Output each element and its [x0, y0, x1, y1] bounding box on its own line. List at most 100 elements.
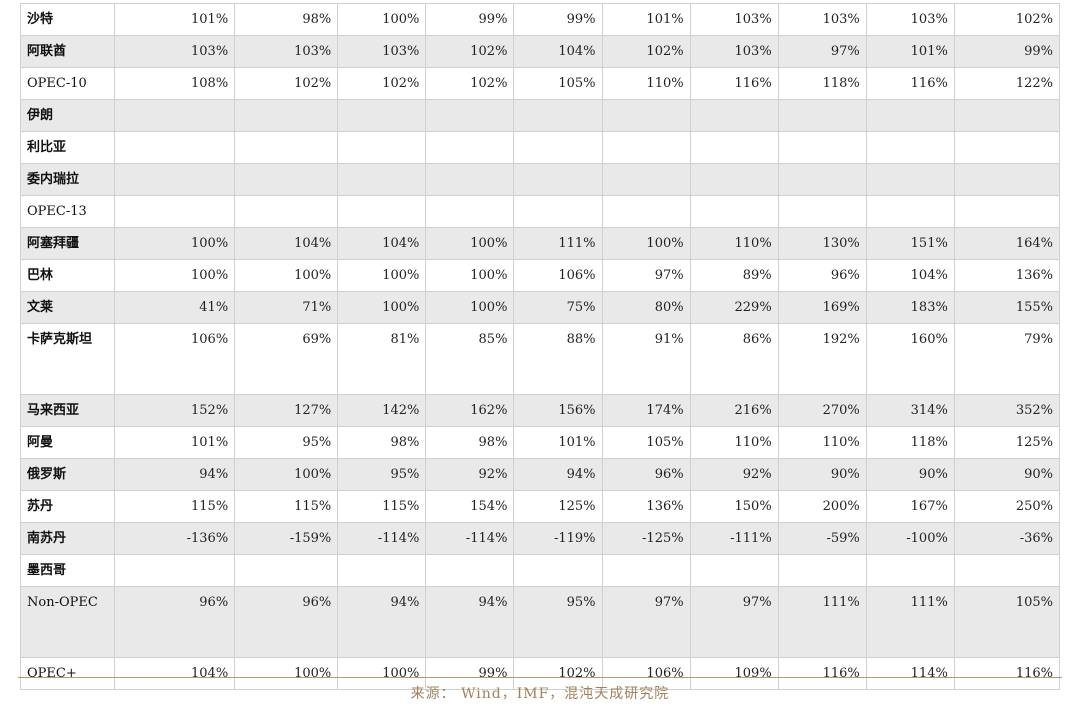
table-cell: [513, 131, 603, 164]
table-cell: 155%: [953, 291, 1061, 324]
table-cell: 229%: [689, 291, 779, 324]
table-cell: 100%: [337, 657, 427, 690]
table-cell: 100%: [425, 291, 515, 324]
table-cell: 125%: [953, 426, 1061, 459]
table-cell: 104%: [337, 227, 427, 260]
table-cell: 103%: [114, 35, 236, 68]
table-cell: [689, 131, 779, 164]
table-cell: [234, 195, 339, 228]
table-cell: [777, 99, 867, 132]
row-label: OPEC-10: [19, 67, 116, 100]
table-cell: [425, 131, 515, 164]
table-cell: -59%: [777, 522, 867, 555]
table-cell: 86%: [689, 323, 779, 395]
table-cell: 94%: [337, 586, 427, 658]
table-cell: 130%: [777, 227, 867, 260]
table-cell: 79%: [953, 323, 1061, 395]
row-label: OPEC-13: [19, 195, 116, 228]
table-row: 利比亚: [19, 131, 1061, 164]
table-cell: 104%: [513, 35, 603, 68]
table-cell: 80%: [601, 291, 691, 324]
table-cell: 95%: [513, 586, 603, 658]
table-cell: 100%: [601, 227, 691, 260]
table-row: 巴林 100% 100% 100% 100% 106% 97% 89% 96% 104% 136%: [19, 259, 1061, 292]
table-cell: 136%: [601, 490, 691, 523]
table-cell: -100%: [865, 522, 955, 555]
row-label: 马来西亚: [19, 394, 116, 427]
table-cell: 115%: [234, 490, 339, 523]
table-cell: [953, 163, 1061, 196]
table-cell: [777, 163, 867, 196]
table-cell: 91%: [601, 323, 691, 395]
table-cell: [865, 195, 955, 228]
table-cell: [337, 554, 427, 587]
table-cell: [425, 195, 515, 228]
table-cell: [114, 131, 236, 164]
table-cell: 110%: [689, 426, 779, 459]
table-cell: 81%: [337, 323, 427, 395]
table-cell: 92%: [689, 458, 779, 491]
table-row: 阿塞拜疆 100% 104% 104% 100% 111% 100% 110% 130% 151%…: [19, 227, 1061, 260]
table-cell: 103%: [865, 3, 955, 36]
table-cell: 90%: [865, 458, 955, 491]
table-cell: [337, 131, 427, 164]
table-cell: [425, 99, 515, 132]
table-cell: 110%: [689, 227, 779, 260]
table-row: 沙特 101% 98% 100% 99% 99% 101% 103% 103% 103% 102%: [19, 3, 1061, 36]
table-cell: 192%: [777, 323, 867, 395]
table-cell: [865, 99, 955, 132]
row-label: 巴林: [19, 259, 116, 292]
table-cell: [114, 195, 236, 228]
table-cell: [953, 554, 1061, 587]
table-cell: 270%: [777, 394, 867, 427]
table-cell: 95%: [234, 426, 339, 459]
table-cell: 100%: [234, 259, 339, 292]
table-cell: 160%: [865, 323, 955, 395]
row-label: 南苏丹: [19, 522, 116, 555]
table-cell: 152%: [114, 394, 236, 427]
table-cell: 100%: [114, 259, 236, 292]
data-table: 沙特 101% 98% 100% 99% 99% 101% 103% 103% 103% 102% 阿…: [19, 3, 1061, 690]
table-cell: [513, 554, 603, 587]
row-label: 沙特: [19, 3, 116, 36]
row-label: 利比亚: [19, 131, 116, 164]
table-cell: [425, 163, 515, 196]
table-cell: 105%: [953, 586, 1061, 658]
table-cell: [234, 99, 339, 132]
table-cell: [337, 163, 427, 196]
table-cell: [865, 554, 955, 587]
table-cell: 169%: [777, 291, 867, 324]
table-cell: 104%: [865, 259, 955, 292]
table-cell: 110%: [601, 67, 691, 100]
table-row: 苏丹 115% 115% 115% 154% 125% 136% 150% 200% 167% 25…: [19, 490, 1061, 523]
table-cell: 96%: [601, 458, 691, 491]
row-label: Non-OPEC: [19, 586, 116, 658]
source-note: 来源： Wind，IMF，混沌天成研究院: [410, 686, 670, 702]
table-cell: 125%: [513, 490, 603, 523]
table-cell: [425, 554, 515, 587]
table-cell: [689, 99, 779, 132]
table-cell: 96%: [234, 586, 339, 658]
table-row: 马来西亚 152% 127% 142% 162% 156% 174% 216% 270% 314%…: [19, 394, 1061, 427]
table-cell: 103%: [777, 3, 867, 36]
table-row: 委内瑞拉: [19, 163, 1061, 196]
table-cell: 100%: [234, 458, 339, 491]
table-cell: 105%: [513, 67, 603, 100]
table-cell: 314%: [865, 394, 955, 427]
table-cell: 104%: [114, 657, 236, 690]
row-label: 阿曼: [19, 426, 116, 459]
table-cell: 100%: [425, 259, 515, 292]
table-cell: [689, 195, 779, 228]
table-cell: 97%: [601, 259, 691, 292]
table-cell: 100%: [337, 3, 427, 36]
table-cell: 115%: [114, 490, 236, 523]
table-row: OPEC-13: [19, 195, 1061, 228]
table-cell: 105%: [601, 426, 691, 459]
row-label: 苏丹: [19, 490, 116, 523]
row-label: 委内瑞拉: [19, 163, 116, 196]
table-row: 俄罗斯 94% 100% 95% 92% 94% 96% 92% 90% 90% 90%: [19, 458, 1061, 491]
table-cell: 200%: [777, 490, 867, 523]
table-cell: -114%: [337, 522, 427, 555]
table-cell: 102%: [953, 3, 1061, 36]
table-cell: 97%: [601, 586, 691, 658]
